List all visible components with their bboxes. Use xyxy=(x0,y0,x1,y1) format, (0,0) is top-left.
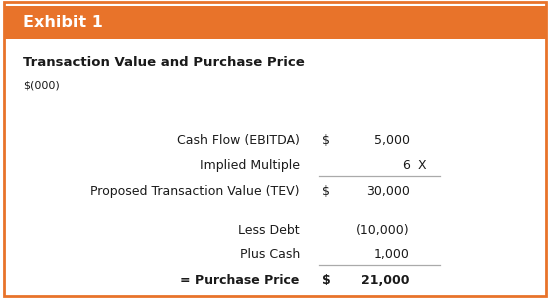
Text: (10,000): (10,000) xyxy=(356,224,410,237)
Text: 6: 6 xyxy=(402,159,410,173)
Text: $: $ xyxy=(322,134,330,147)
FancyBboxPatch shape xyxy=(4,2,546,296)
Text: $(000): $(000) xyxy=(23,80,60,91)
Text: Transaction Value and Purchase Price: Transaction Value and Purchase Price xyxy=(23,56,305,69)
Text: Proposed Transaction Value (TEV): Proposed Transaction Value (TEV) xyxy=(90,185,300,198)
Text: X: X xyxy=(418,159,427,173)
Text: = Purchase Price: = Purchase Price xyxy=(180,274,300,287)
Text: 30,000: 30,000 xyxy=(366,185,410,198)
Text: 5,000: 5,000 xyxy=(374,134,410,147)
Text: Exhibit 1: Exhibit 1 xyxy=(23,15,103,30)
Text: Less Debt: Less Debt xyxy=(238,224,300,237)
FancyBboxPatch shape xyxy=(4,6,546,39)
Text: 1,000: 1,000 xyxy=(374,248,410,261)
Text: Implied Multiple: Implied Multiple xyxy=(200,159,300,173)
Text: Cash Flow (EBITDA): Cash Flow (EBITDA) xyxy=(177,134,300,147)
Text: 21,000: 21,000 xyxy=(361,274,410,287)
Text: $: $ xyxy=(322,185,330,198)
Text: $: $ xyxy=(322,274,331,287)
Text: Plus Cash: Plus Cash xyxy=(239,248,300,261)
